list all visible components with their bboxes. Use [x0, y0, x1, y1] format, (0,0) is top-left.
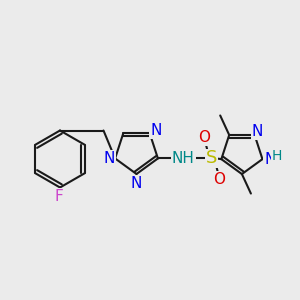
- Text: NH: NH: [172, 151, 195, 166]
- Text: S: S: [206, 149, 218, 167]
- Text: O: O: [213, 172, 225, 187]
- Text: N: N: [131, 176, 142, 190]
- Text: N: N: [103, 151, 115, 166]
- Text: F: F: [54, 189, 63, 204]
- Text: N: N: [264, 152, 276, 166]
- Text: N: N: [150, 123, 161, 138]
- Text: O: O: [198, 130, 210, 145]
- Text: H: H: [272, 149, 282, 163]
- Text: N: N: [252, 124, 263, 140]
